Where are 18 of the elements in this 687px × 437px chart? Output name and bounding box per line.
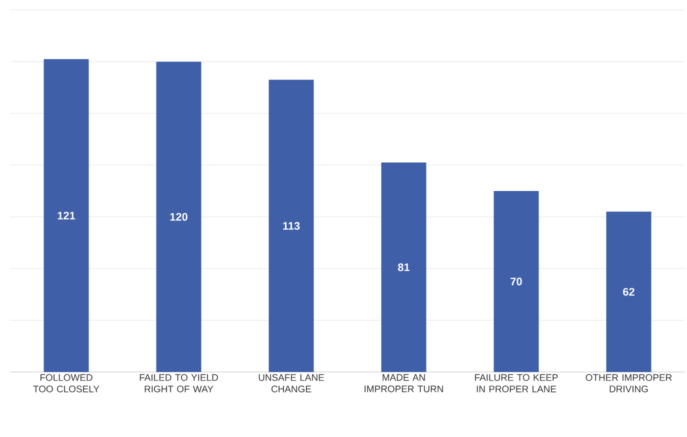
bar bbox=[494, 190, 539, 372]
x-tick-label: MADE AN IMPROPER TURN bbox=[364, 374, 443, 392]
x-tick-label: FAILED TO YIELD RIGHT OF WAY bbox=[140, 374, 218, 392]
x-tick-label: OTHER IMPROPER DRIVING bbox=[586, 374, 672, 392]
x-tick-label: FAILURE TO KEEP IN PROPER LANE bbox=[475, 374, 558, 392]
data-label: 81 bbox=[398, 263, 410, 272]
data-label: 120 bbox=[170, 212, 188, 221]
data-label: 121 bbox=[58, 212, 76, 220]
data-label: 62 bbox=[623, 288, 634, 296]
bar bbox=[268, 80, 314, 372]
data-label: 70 bbox=[510, 278, 522, 286]
x-tick-label: FOLLOWED TOO CLOSELY bbox=[33, 374, 100, 392]
bar bbox=[156, 62, 202, 372]
bar bbox=[606, 212, 652, 372]
x-tick-label: UNSAFE LANE CHANGE bbox=[258, 374, 324, 392]
bar bbox=[44, 59, 89, 372]
data-label: 113 bbox=[283, 222, 300, 230]
bar bbox=[381, 162, 426, 372]
